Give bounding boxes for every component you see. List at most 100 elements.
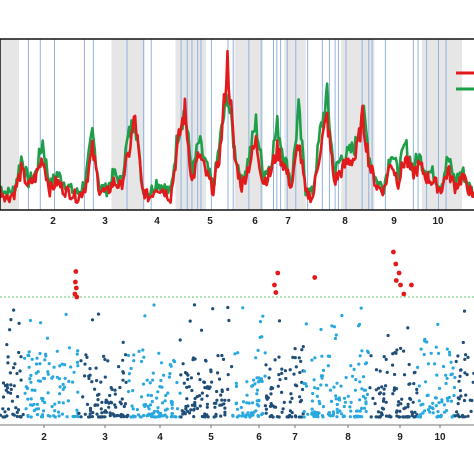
scatter-point	[245, 393, 249, 397]
scatter-point	[254, 356, 258, 360]
scatter-point	[280, 371, 284, 375]
scatter-point	[263, 374, 267, 378]
scatter-point	[29, 373, 33, 377]
scatter-point	[100, 411, 104, 415]
scatter-point	[9, 318, 13, 322]
scatter-point	[256, 414, 260, 418]
scatter-point	[60, 412, 64, 416]
scatter-point	[219, 393, 223, 397]
scatter-point	[35, 413, 40, 417]
scatter-point	[6, 386, 10, 390]
scatter-point	[218, 403, 222, 407]
scatter-point	[38, 362, 42, 366]
scatter-point	[436, 322, 440, 326]
scatter-point	[81, 395, 85, 399]
scatter-point	[53, 402, 57, 406]
scatter-point	[58, 364, 62, 368]
scatter-point	[52, 414, 56, 418]
scatter-point	[416, 365, 420, 369]
scatter-point	[210, 380, 214, 384]
scatter-point	[151, 378, 155, 382]
scatter-point	[433, 362, 437, 366]
scatter-point	[200, 397, 204, 401]
scatter-point	[382, 392, 386, 396]
scatter-point	[334, 397, 338, 401]
scatter-point	[216, 371, 220, 375]
scatter-point	[90, 380, 94, 384]
scatter-point	[379, 411, 383, 415]
scatter-point	[61, 401, 65, 405]
scatter-point	[313, 356, 317, 360]
scatter-point	[61, 382, 65, 386]
scatter-point	[220, 353, 224, 358]
scatter-point	[110, 401, 114, 405]
scatter-point	[223, 410, 227, 414]
scatter-point	[364, 400, 368, 404]
scatter-point	[27, 354, 31, 358]
scatter-point	[1, 415, 5, 419]
scatter-point	[170, 406, 174, 410]
scatter-point	[268, 415, 272, 419]
scatter-point	[76, 390, 80, 394]
scatter-point	[231, 414, 235, 418]
scatter-point	[431, 411, 435, 415]
scatter-point	[226, 387, 230, 391]
scatter-point	[445, 347, 449, 351]
scatter-point	[384, 414, 389, 418]
scatter-point	[9, 391, 13, 395]
scatter-point	[276, 384, 280, 388]
scatter-point	[368, 386, 372, 390]
scatter-point	[343, 400, 347, 404]
scatter-point	[289, 392, 293, 396]
scatter-point	[406, 326, 410, 330]
scatter-point	[377, 386, 381, 390]
tick-label: 10	[434, 432, 446, 443]
scatter-point	[170, 414, 174, 418]
scatter-point	[12, 413, 16, 417]
scatter-point	[29, 397, 33, 401]
scatter-point	[374, 415, 378, 419]
scatter-point	[423, 380, 428, 384]
scatter-point	[181, 412, 185, 416]
scatter-point	[215, 398, 219, 402]
scatter-point	[273, 358, 277, 362]
x-axis-ticks: 2 3 4 5 6 7 8 9 10	[50, 216, 444, 227]
scatter-point	[66, 399, 70, 403]
scatter-point	[27, 350, 31, 354]
scatter-point	[259, 377, 264, 381]
tick-label: 3	[102, 432, 108, 443]
scatter-point	[112, 414, 116, 418]
scatter-point	[122, 404, 126, 409]
scatter-point	[57, 414, 61, 418]
scatter-point	[99, 380, 103, 384]
scatter-point	[277, 355, 281, 359]
scatter-point	[237, 414, 241, 418]
scatter-point	[348, 405, 352, 409]
scatter-point	[356, 414, 360, 418]
scatter-point	[181, 362, 185, 366]
scatter-point	[16, 395, 20, 399]
scatter-point	[192, 407, 196, 411]
scatter-point	[206, 415, 210, 419]
scatter-point	[17, 321, 21, 325]
scatter-point	[258, 320, 263, 324]
tick-label: 8	[345, 432, 351, 443]
scatter-point	[95, 412, 99, 416]
significant-point	[273, 290, 279, 295]
scatter-point	[268, 404, 273, 408]
scatter-point	[19, 415, 23, 419]
scatter-point	[399, 402, 403, 406]
scatter-point	[454, 359, 458, 364]
scatter-point	[251, 412, 255, 416]
scatter-point	[392, 388, 396, 392]
scatter-point	[299, 415, 304, 419]
scatter-point	[125, 415, 129, 419]
scatter-point	[444, 373, 448, 377]
scatter-point	[203, 412, 207, 416]
scatter-point	[184, 404, 188, 409]
scatter-point	[300, 348, 304, 352]
scatter-point	[29, 415, 33, 419]
scatter-point	[417, 384, 421, 388]
scatter-point	[356, 409, 360, 413]
scatter-point	[223, 413, 227, 417]
